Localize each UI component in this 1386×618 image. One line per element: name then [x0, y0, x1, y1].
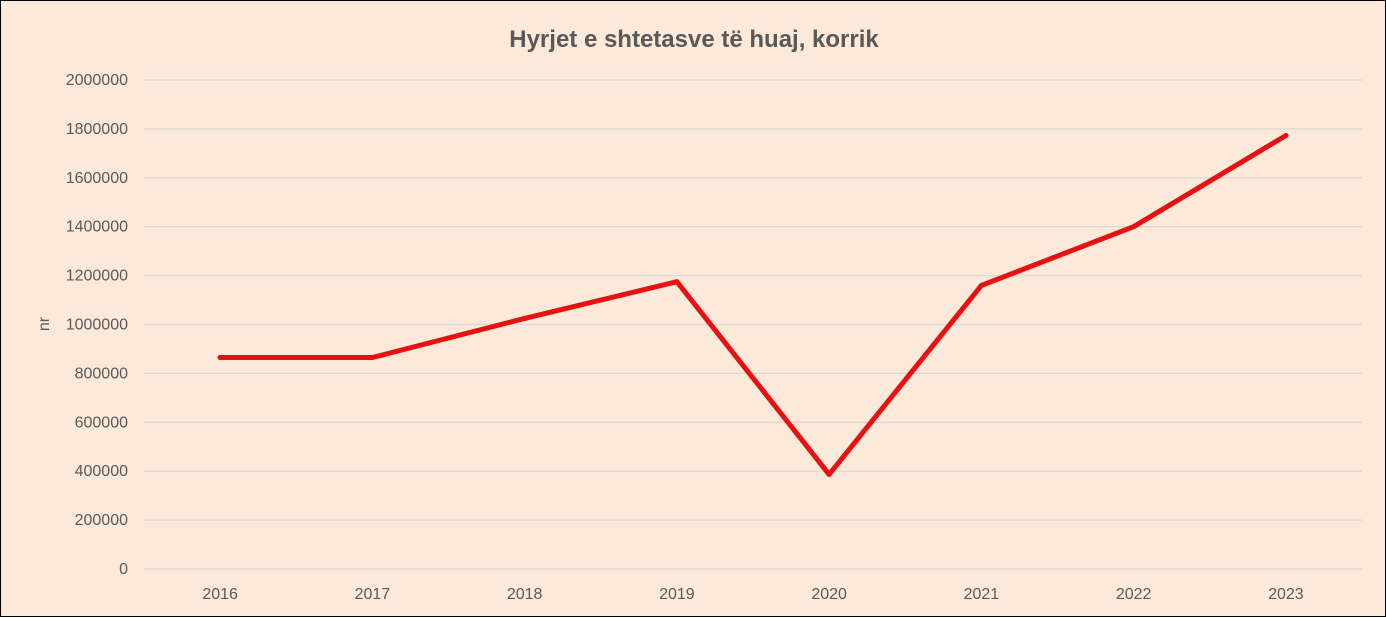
y-tick-label: 400000 [75, 463, 128, 480]
series-layer [217, 133, 1289, 477]
data-point [674, 279, 680, 285]
x-tick-label: 2018 [507, 586, 543, 603]
y-tick-label: 200000 [75, 512, 128, 529]
y-tick-label: 1200000 [66, 268, 128, 285]
y-tick-label: 800000 [75, 365, 128, 382]
x-tick-label: 2023 [1268, 586, 1304, 603]
y-axis-label: nr [36, 316, 53, 331]
y-axis-ticks: 0 200000 400000 600000 800000 1000000 1200000 1… [66, 72, 128, 578]
data-point [978, 282, 984, 288]
x-tick-label: 2020 [811, 586, 847, 603]
data-point [826, 471, 832, 477]
y-tick-label: 600000 [75, 414, 128, 431]
x-tick-label: 2017 [355, 586, 391, 603]
chart-title: Hyrjet e shtetasve të huaj, korrik [509, 26, 879, 53]
y-tick-label: 1600000 [66, 170, 128, 187]
series-line [217, 133, 1289, 477]
data-point [1283, 133, 1289, 139]
x-tick-label: 2019 [659, 586, 695, 603]
x-tick-label: 2021 [964, 586, 1000, 603]
y-tick-label: 1400000 [66, 219, 128, 236]
y-tick-label: 2000000 [66, 72, 128, 89]
y-tick-label: 1000000 [66, 317, 128, 334]
x-axis-ticks: 2016 2017 2018 2019 2020 2021 2022 2023 [202, 586, 1303, 603]
data-point [217, 355, 223, 361]
gridlines [144, 79, 1362, 570]
x-tick-label: 2022 [1116, 586, 1152, 603]
x-tick-label: 2016 [202, 586, 238, 603]
data-point [369, 355, 375, 361]
y-tick-label: 1800000 [66, 121, 128, 138]
y-tick-label: 0 [119, 561, 128, 578]
data-point [1131, 224, 1137, 230]
data-point [522, 315, 528, 321]
